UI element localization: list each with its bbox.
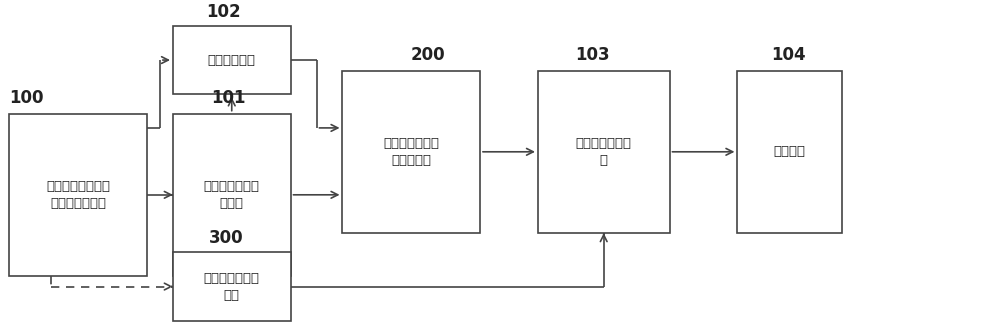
Bar [173,252,291,321]
Bar [538,71,670,233]
Text: 103: 103 [575,46,609,64]
Bar [9,114,147,276]
Text: 200: 200 [410,46,445,64]
Text: 磁场数据库训练
模块: 磁场数据库训练 模块 [204,272,260,302]
Bar [173,26,291,94]
Text: 磁场投影模块: 磁场投影模块 [208,53,256,67]
Text: 悯性传感器与磁
场融合模块: 悯性传感器与磁 场融合模块 [383,137,439,167]
Bar [342,71,480,233]
Text: 输出模块: 输出模块 [774,145,806,158]
Text: 300: 300 [209,229,243,248]
Text: 地磁匹配定位模
块: 地磁匹配定位模 块 [576,137,632,167]
Text: 101: 101 [211,89,245,107]
Text: 100: 100 [9,89,44,107]
Text: 加速度传感器计
步模块: 加速度传感器计 步模块 [204,180,260,210]
Bar [173,114,291,276]
Text: 磁场及加速度传感
器数据获取模块: 磁场及加速度传感 器数据获取模块 [46,180,110,210]
Bar [737,71,842,233]
Text: 104: 104 [771,46,806,64]
Text: 102: 102 [206,3,240,21]
